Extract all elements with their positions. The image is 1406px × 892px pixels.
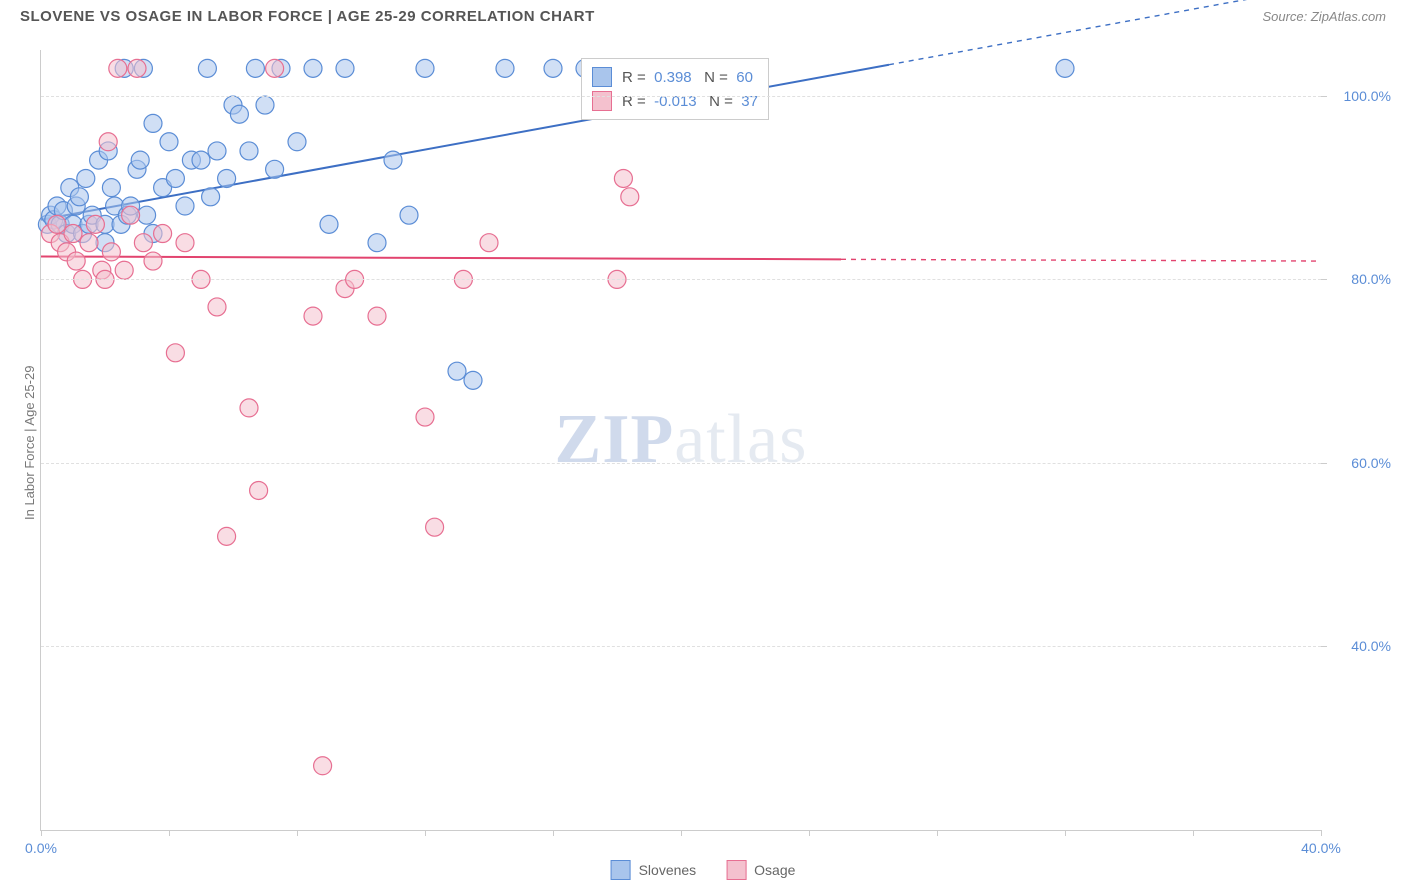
data-point xyxy=(176,197,194,215)
data-point xyxy=(77,169,95,187)
data-point xyxy=(166,169,184,187)
data-point xyxy=(102,179,120,197)
data-point xyxy=(240,399,258,417)
data-point xyxy=(115,261,133,279)
data-point xyxy=(448,362,466,380)
legend-row: R = 0.398 N = 60 xyxy=(592,65,758,89)
data-point xyxy=(192,151,210,169)
data-point xyxy=(198,59,216,77)
data-point xyxy=(80,234,98,252)
bottom-legend-item: Osage xyxy=(726,860,795,880)
data-point xyxy=(102,243,120,261)
data-point xyxy=(621,188,639,206)
y-tick-label: 60.0% xyxy=(1331,455,1391,471)
data-point xyxy=(304,59,322,77)
data-point xyxy=(131,151,149,169)
data-point xyxy=(400,206,418,224)
data-point xyxy=(464,371,482,389)
data-point xyxy=(144,252,162,270)
y-tick-label: 40.0% xyxy=(1331,638,1391,654)
legend-row: R = -0.013 N = 37 xyxy=(592,89,758,113)
legend-swatch-slovenes xyxy=(611,860,631,880)
data-point xyxy=(86,215,104,233)
data-point xyxy=(480,234,498,252)
data-point xyxy=(109,59,127,77)
data-point xyxy=(614,169,632,187)
legend-swatch-osage xyxy=(592,91,612,111)
bottom-legend-label: Osage xyxy=(754,862,795,878)
data-point xyxy=(154,225,172,243)
y-axis-label: In Labor Force | Age 25-29 xyxy=(22,366,37,520)
legend-stats: R = 0.398 N = 60 xyxy=(622,69,753,86)
x-tick-label: 40.0% xyxy=(1301,840,1341,856)
data-point xyxy=(64,225,82,243)
y-tick-label: 100.0% xyxy=(1331,88,1391,104)
data-point xyxy=(544,59,562,77)
data-point xyxy=(67,252,85,270)
data-point xyxy=(416,408,434,426)
data-point xyxy=(166,344,184,362)
data-point xyxy=(218,527,236,545)
data-point xyxy=(202,188,220,206)
data-point xyxy=(1056,59,1074,77)
data-point xyxy=(208,142,226,160)
chart-svg xyxy=(41,50,1321,830)
data-point xyxy=(208,298,226,316)
data-point xyxy=(416,59,434,77)
data-point xyxy=(218,169,236,187)
data-point xyxy=(266,59,284,77)
data-point xyxy=(246,59,264,77)
bottom-legend-item: Slovenes xyxy=(611,860,697,880)
data-point xyxy=(314,757,332,775)
data-point xyxy=(128,59,146,77)
data-point xyxy=(230,105,248,123)
data-point xyxy=(368,234,386,252)
data-point xyxy=(496,59,514,77)
chart-title: SLOVENE VS OSAGE IN LABOR FORCE | AGE 25… xyxy=(20,8,595,25)
data-point xyxy=(70,188,88,206)
data-point xyxy=(384,151,402,169)
data-point xyxy=(426,518,444,536)
correlation-legend: R = 0.398 N = 60 R = -0.013 N = 37 xyxy=(581,58,769,120)
data-point xyxy=(144,114,162,132)
data-point xyxy=(134,234,152,252)
x-tick-label: 0.0% xyxy=(25,840,57,856)
data-point xyxy=(288,133,306,151)
data-point xyxy=(266,160,284,178)
y-tick-label: 80.0% xyxy=(1331,271,1391,287)
data-point xyxy=(368,307,386,325)
chart-header: SLOVENE VS OSAGE IN LABOR FORCE | AGE 25… xyxy=(0,0,1406,33)
data-point xyxy=(160,133,178,151)
legend-swatch-osage xyxy=(726,860,746,880)
bottom-legend: Slovenes Osage xyxy=(611,860,796,880)
data-point xyxy=(250,481,268,499)
chart-source: Source: ZipAtlas.com xyxy=(1262,9,1386,24)
data-point xyxy=(138,206,156,224)
data-point xyxy=(99,133,117,151)
legend-swatch-slovenes xyxy=(592,67,612,87)
data-point xyxy=(240,142,258,160)
data-point xyxy=(256,96,274,114)
data-point xyxy=(48,215,66,233)
data-point xyxy=(336,59,354,77)
data-point xyxy=(304,307,322,325)
data-point xyxy=(122,206,140,224)
bottom-legend-label: Slovenes xyxy=(639,862,697,878)
plot-area: ZIPatlas R = 0.398 N = 60 R = -0.013 N =… xyxy=(40,50,1321,831)
data-point xyxy=(320,215,338,233)
data-point xyxy=(176,234,194,252)
